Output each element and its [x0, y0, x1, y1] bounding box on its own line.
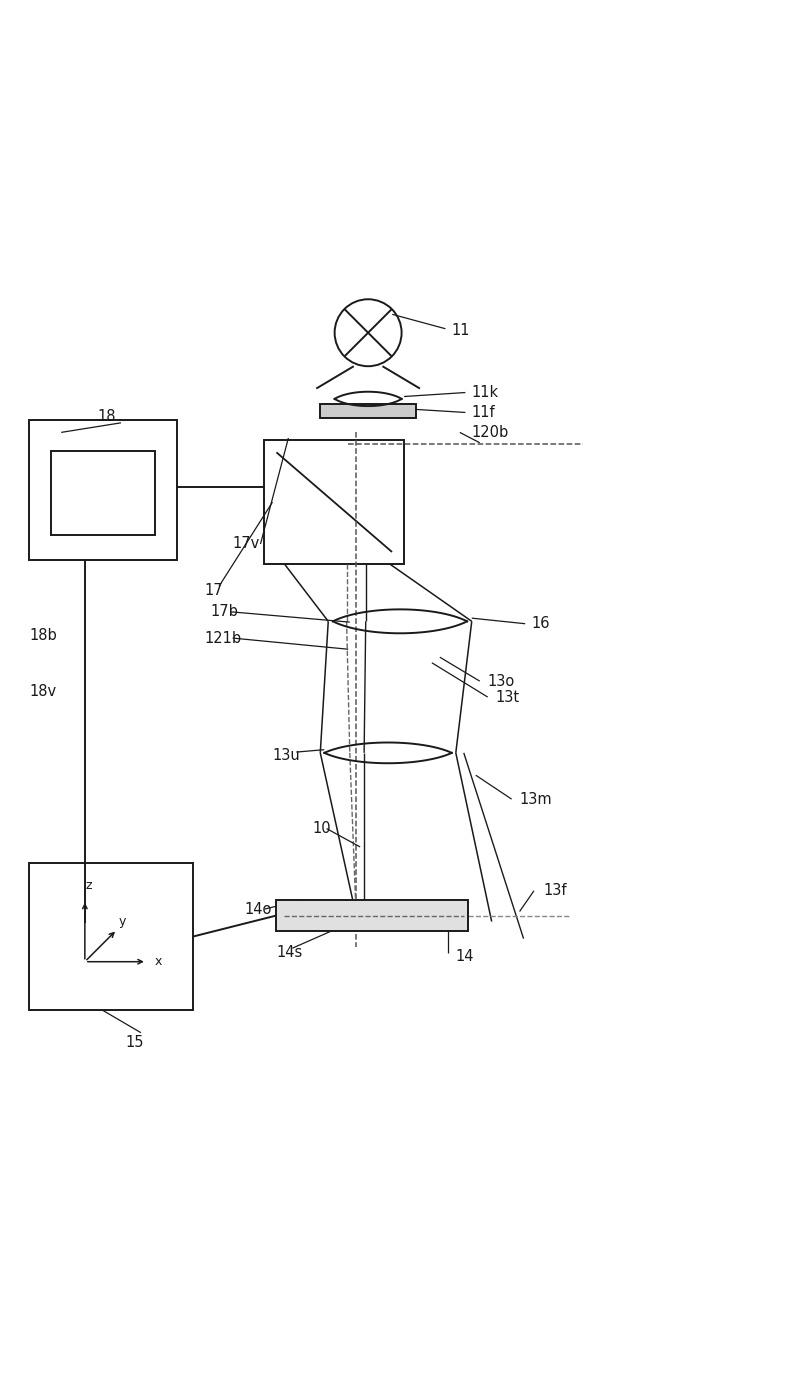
Text: 15: 15: [125, 1035, 143, 1049]
Text: 13o: 13o: [488, 674, 515, 689]
Text: 17b: 17b: [210, 604, 238, 619]
Text: 13u: 13u: [273, 748, 300, 763]
Text: 14s: 14s: [277, 945, 302, 960]
Text: 120b: 120b: [472, 425, 509, 440]
Text: 121b: 121b: [205, 631, 242, 646]
Text: 16: 16: [531, 616, 550, 631]
Text: 13t: 13t: [496, 690, 520, 704]
Text: 14: 14: [456, 950, 474, 964]
Text: 17v: 17v: [233, 536, 260, 551]
Bar: [51, 451, 154, 535]
Text: 13f: 13f: [543, 883, 567, 898]
Bar: [30, 864, 193, 1011]
Text: y: y: [118, 916, 126, 928]
Text: 18v: 18v: [30, 683, 57, 698]
Text: x: x: [154, 956, 162, 968]
Text: 14o: 14o: [245, 902, 272, 917]
Bar: [265, 440, 404, 564]
Bar: [277, 901, 468, 931]
Text: 11: 11: [452, 323, 470, 338]
Bar: [320, 404, 416, 418]
Text: 18b: 18b: [30, 628, 57, 644]
Text: z: z: [86, 879, 92, 892]
Text: 10: 10: [312, 821, 331, 836]
Text: 18: 18: [97, 408, 115, 424]
Text: 11k: 11k: [472, 385, 499, 400]
Text: 13m: 13m: [519, 792, 552, 807]
Text: 11f: 11f: [472, 406, 495, 419]
Text: 17: 17: [205, 583, 223, 598]
Bar: [30, 421, 177, 560]
